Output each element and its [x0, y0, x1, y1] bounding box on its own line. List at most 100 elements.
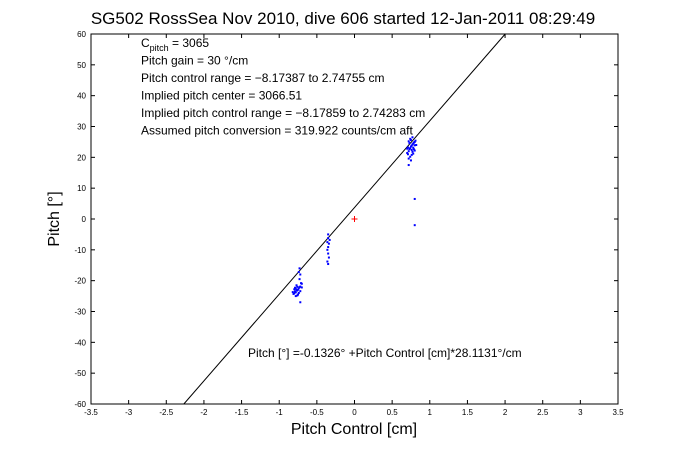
data-point: [409, 159, 412, 162]
data-point: [407, 157, 410, 160]
x-tick-label: -3.5: [84, 408, 98, 417]
x-tick-label: 3.5: [612, 408, 624, 417]
data-point: [327, 252, 330, 255]
data-point: [409, 145, 412, 148]
chart-title: SG502 RossSea Nov 2010, dive 606 started…: [91, 9, 595, 28]
data-point: [296, 285, 299, 288]
data-point: [297, 287, 300, 290]
data-points: [291, 136, 418, 304]
y-tick-label: -20: [74, 277, 86, 286]
x-tick-label: 0: [352, 408, 357, 417]
data-point: [299, 273, 302, 276]
y-tick-label: 50: [77, 61, 86, 70]
data-point: [412, 148, 415, 151]
data-point: [406, 146, 409, 149]
data-point: [326, 248, 329, 251]
data-point: [297, 271, 300, 274]
y-tick-label: 40: [77, 92, 86, 101]
data-point: [327, 263, 330, 266]
y-tick-label: -30: [74, 308, 86, 317]
center-marker-group: [351, 216, 358, 222]
annotation-line: Cpitch = 3065: [141, 36, 209, 53]
data-point: [411, 136, 414, 139]
data-point: [412, 146, 415, 149]
data-point: [293, 288, 296, 291]
data-point: [300, 286, 303, 289]
y-tick-label: 20: [77, 153, 86, 162]
data-point: [328, 238, 331, 241]
data-point: [327, 237, 330, 240]
annotation-line: Assumed pitch conversion = 319.922 count…: [141, 124, 413, 138]
data-point: [411, 143, 414, 146]
data-point: [407, 150, 410, 153]
data-point: [292, 292, 295, 295]
data-point: [413, 149, 416, 152]
data-point: [411, 150, 414, 153]
data-point: [299, 290, 302, 293]
data-point: [408, 142, 411, 145]
x-tick-label: -0.5: [310, 408, 324, 417]
x-tick-label: 1.5: [462, 408, 474, 417]
y-tick-label: 10: [77, 184, 86, 193]
data-point: [327, 256, 330, 259]
x-tick-label: -1: [276, 408, 284, 417]
data-point: [327, 233, 330, 236]
data-point: [295, 288, 298, 291]
plot-area: -3.5 -3 -2.5 -2 -1.5 -1 -0.5 0 0.5 1 1.5 2 2.5 3 3.5 -…: [74, 30, 624, 417]
data-point: [326, 260, 329, 263]
data-point: [291, 291, 294, 294]
data-point: [415, 144, 418, 146]
data-point: [327, 242, 330, 245]
fit-line: [183, 33, 506, 405]
data-point: [412, 152, 415, 155]
data-point: [298, 278, 301, 281]
data-point: [295, 284, 298, 287]
data-point: [407, 164, 410, 167]
x-tick-label: -1.5: [235, 408, 249, 417]
x-tick-label: -2: [200, 408, 208, 417]
y-tick-label: -60: [74, 400, 86, 409]
data-point: [406, 153, 409, 156]
annotation-line: Implied pitch control range = −8.17859 t…: [141, 106, 425, 120]
data-point: [410, 153, 413, 156]
data-point: [294, 295, 297, 298]
data-point: [406, 152, 409, 155]
data-point: [297, 288, 300, 291]
data-point: [326, 241, 329, 244]
data-point: [413, 224, 416, 227]
y-tick-label: 30: [77, 123, 86, 132]
data-point: [409, 139, 412, 142]
data-point: [294, 290, 297, 293]
data-point: [327, 246, 330, 249]
data-point: [296, 294, 299, 297]
data-point: [298, 267, 301, 270]
x-tick-label: 1: [428, 408, 433, 417]
fit-line-group: [183, 33, 506, 405]
data-point: [409, 137, 412, 140]
data-point: [413, 197, 416, 200]
x-tick-label: -2.5: [159, 408, 173, 417]
data-point: [414, 139, 417, 142]
x-axis-ticks: -3.5 -3 -2.5 -2 -1.5 -1 -0.5 0 0.5 1 1.5 2 2.5 3 3.5: [84, 34, 624, 417]
x-axis-label: Pitch Control [cm]: [291, 421, 417, 438]
annotation-line: Pitch control range = −8.17387 to 2.7475…: [141, 71, 385, 85]
x-tick-label: 2: [503, 408, 508, 417]
data-point: [412, 141, 415, 144]
data-point: [409, 155, 412, 158]
annotation-line: Implied pitch center = 3066.51: [141, 89, 302, 103]
x-tick-label: 2.5: [537, 408, 549, 417]
data-point: [298, 286, 301, 289]
data-point: [299, 301, 302, 304]
x-tick-label: -3: [125, 408, 133, 417]
data-point: [413, 144, 416, 147]
data-point: [410, 148, 413, 151]
data-point: [406, 147, 409, 150]
data-point: [300, 282, 303, 285]
annotation-line: Pitch gain = 30 °/cm: [141, 54, 248, 68]
y-axis-label: Pitch [°]: [46, 191, 63, 246]
y-axis-ticks: -60 -50 -40 -30 -20 -10 0 10 20 30 40 50 60: [74, 30, 618, 409]
y-tick-label: 0: [82, 215, 87, 224]
data-point: [294, 286, 297, 289]
